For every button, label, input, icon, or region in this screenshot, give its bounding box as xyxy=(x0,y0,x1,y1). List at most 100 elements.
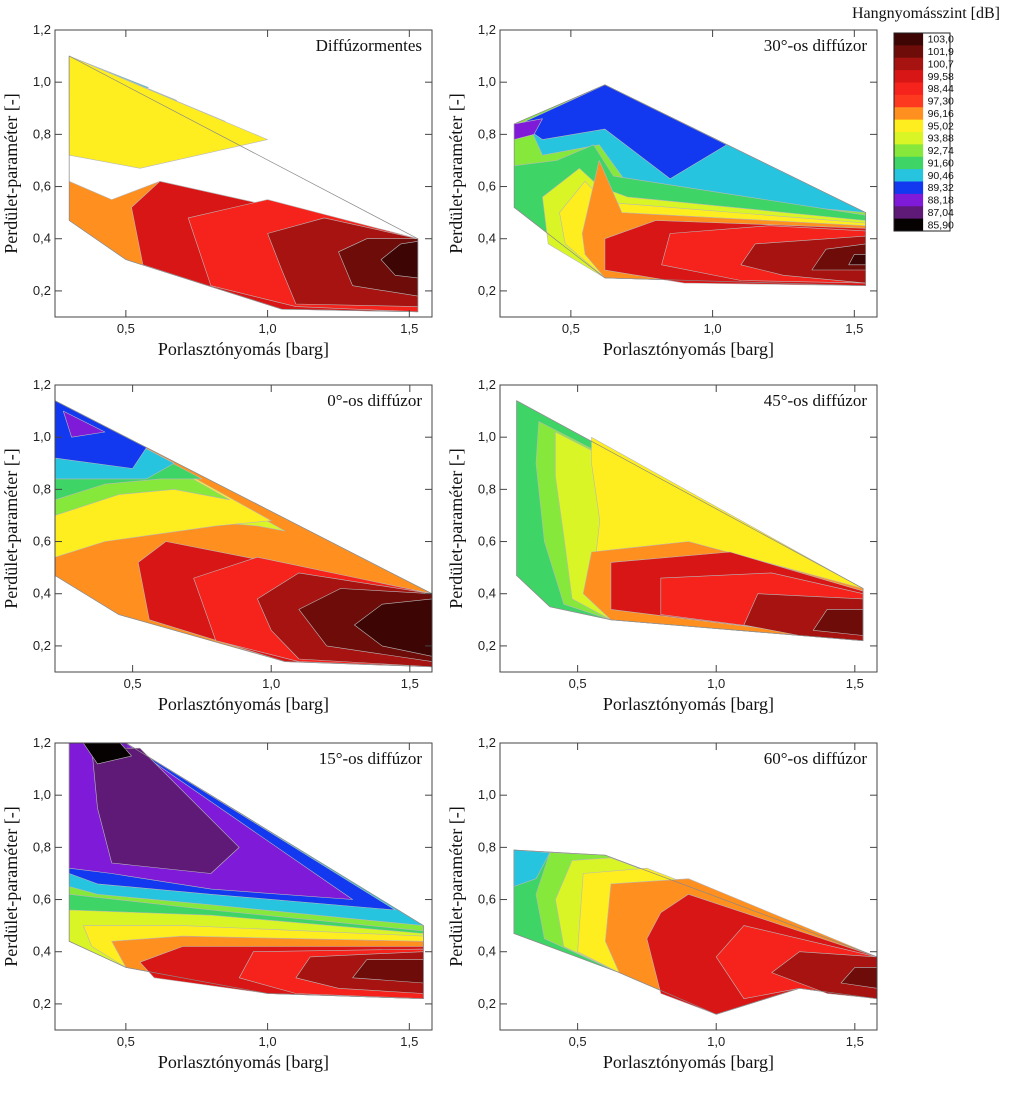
contour-bands xyxy=(513,84,867,287)
legend-swatch xyxy=(894,107,924,121)
y-tick-label: 1,0 xyxy=(478,787,496,802)
legend-label: 92,74 xyxy=(928,145,954,157)
y-tick-label: 0,6 xyxy=(33,534,51,549)
legend-label: 97,30 xyxy=(928,96,954,108)
x-axis-label: Porlasztónyomás [barg] xyxy=(158,694,329,714)
contour-panel: 0,5 1,0 1,5 0,2 0,4 0,6 0,8 1,0 1,2 45°-os diffúz… xyxy=(446,377,878,714)
contour-panel: 0,5 1,0 1,5 0,2 0,4 0,6 0,8 1,0 1,2 Diffúzormente… xyxy=(1,22,433,359)
panel-title: Diffúzormentes xyxy=(316,36,422,55)
contour-band xyxy=(91,747,240,874)
y-axis-label: Perdület-paraméter [-] xyxy=(1,93,21,253)
contour-band xyxy=(771,951,877,1000)
legend-frame xyxy=(893,32,951,232)
x-tick-label: 0,5 xyxy=(117,1034,135,1049)
y-tick-label: 1,2 xyxy=(33,735,51,750)
legend-label: 85,90 xyxy=(928,219,954,231)
x-tick-label: 1,0 xyxy=(259,1034,277,1049)
panel-title: 60°-os diffúzor xyxy=(764,749,868,768)
domain-outline xyxy=(513,849,877,1015)
y-tick-label: 1,0 xyxy=(33,787,51,802)
y-tick-label: 0,8 xyxy=(33,126,51,141)
x-axis-label: Porlasztónyomás [barg] xyxy=(603,339,774,359)
legend-label: 96,16 xyxy=(928,108,954,120)
y-tick-label: 1,2 xyxy=(478,377,496,392)
y-tick-label: 0,4 xyxy=(33,231,51,246)
legend-label: 95,02 xyxy=(928,120,954,132)
x-tick-label: 1,5 xyxy=(400,321,418,336)
y-tick-label: 0,8 xyxy=(478,839,496,854)
contour-bands xyxy=(513,849,877,1015)
legend-swatch xyxy=(894,70,924,83)
y-tick-label: 0,6 xyxy=(33,892,51,907)
legend-label: 99,58 xyxy=(928,71,954,83)
x-tick-label: 1,5 xyxy=(846,1034,864,1049)
legend-swatch xyxy=(894,45,924,59)
y-axis-label: Perdület-paraméter [-] xyxy=(1,806,21,966)
y-tick-label: 0,4 xyxy=(33,586,51,601)
x-tick-label: 1,5 xyxy=(846,676,864,691)
y-tick-label: 0,8 xyxy=(33,481,51,496)
legend-label: 98,44 xyxy=(928,83,954,95)
y-tick-label: 0,2 xyxy=(33,283,51,298)
y-tick-label: 0,2 xyxy=(33,638,51,653)
x-tick-label: 0,5 xyxy=(569,676,587,691)
y-tick-label: 0,4 xyxy=(478,231,496,246)
legend-label: 91,60 xyxy=(928,157,954,169)
colorbar-legend: Hangnyomásszint [dB] 103,0101,9100,799,5… xyxy=(852,5,1000,232)
plot-frame xyxy=(54,29,433,318)
contour-panel: 0,5 1,0 1,5 0,2 0,4 0,6 0,8 1,0 1,2 0°-os diffúzo… xyxy=(1,377,433,714)
y-tick-label: 0,4 xyxy=(478,944,496,959)
legend-label: 93,88 xyxy=(928,133,954,145)
legend-swatch xyxy=(894,206,924,220)
legend-label: 87,04 xyxy=(928,207,954,219)
plot-frame xyxy=(54,742,433,1031)
plot-frame xyxy=(499,742,878,1031)
legend-swatch xyxy=(894,132,924,145)
y-axis-label: Perdület-paraméter [-] xyxy=(1,448,21,608)
x-tick-label: 0,5 xyxy=(562,321,580,336)
y-tick-label: 1,0 xyxy=(33,429,51,444)
domain-outline xyxy=(516,400,864,642)
y-tick-label: 1,0 xyxy=(478,429,496,444)
y-tick-label: 0,2 xyxy=(478,638,496,653)
y-axis-label: Perdület-paraméter [-] xyxy=(446,93,466,253)
x-tick-label: 1,0 xyxy=(259,321,277,336)
x-axis-label: Porlasztónyomás [barg] xyxy=(158,339,329,359)
legend-label: 89,32 xyxy=(928,182,954,194)
legend-swatch xyxy=(894,193,924,207)
panel-title: 0°-os diffúzor xyxy=(327,391,422,410)
legend-label: 101,9 xyxy=(928,46,954,58)
plot-frame xyxy=(499,29,878,318)
legend-swatch xyxy=(894,33,924,46)
contour-band xyxy=(354,598,432,657)
y-tick-label: 0,2 xyxy=(478,996,496,1011)
plot-frame xyxy=(54,384,433,673)
contour-bands xyxy=(55,400,432,668)
x-axis-label: Porlasztónyomás [barg] xyxy=(603,1052,774,1072)
domain-outline xyxy=(55,400,432,668)
y-tick-label: 1,2 xyxy=(33,22,51,37)
y-axis-label: Perdület-paraméter [-] xyxy=(446,806,466,966)
legend-swatch xyxy=(894,82,924,96)
y-tick-label: 0,4 xyxy=(33,944,51,959)
legend-swatch xyxy=(894,181,924,195)
contour-panel: 0,5 1,0 1,5 0,2 0,4 0,6 0,8 1,0 1,2 15°-os diffúz… xyxy=(1,735,433,1072)
legend-swatch xyxy=(894,144,924,158)
x-axis-label: Porlasztónyomás [barg] xyxy=(158,1052,329,1072)
y-tick-label: 0,6 xyxy=(478,179,496,194)
legend-label: 90,46 xyxy=(928,170,954,182)
contour-panel: 0,5 1,0 1,5 0,2 0,4 0,6 0,8 1,0 1,2 60°-os diffúz… xyxy=(446,735,878,1072)
legend-label: 103,0 xyxy=(928,34,954,46)
y-tick-label: 0,2 xyxy=(33,996,51,1011)
domain-outline xyxy=(68,743,424,1000)
legend-swatch xyxy=(894,94,924,108)
x-tick-label: 0,5 xyxy=(569,1034,587,1049)
y-tick-label: 0,2 xyxy=(478,283,496,298)
legend-label: 100,7 xyxy=(928,58,954,70)
y-tick-label: 1,0 xyxy=(478,74,496,89)
y-tick-label: 1,2 xyxy=(478,735,496,750)
y-tick-label: 0,4 xyxy=(478,586,496,601)
plot-frame xyxy=(499,384,878,673)
